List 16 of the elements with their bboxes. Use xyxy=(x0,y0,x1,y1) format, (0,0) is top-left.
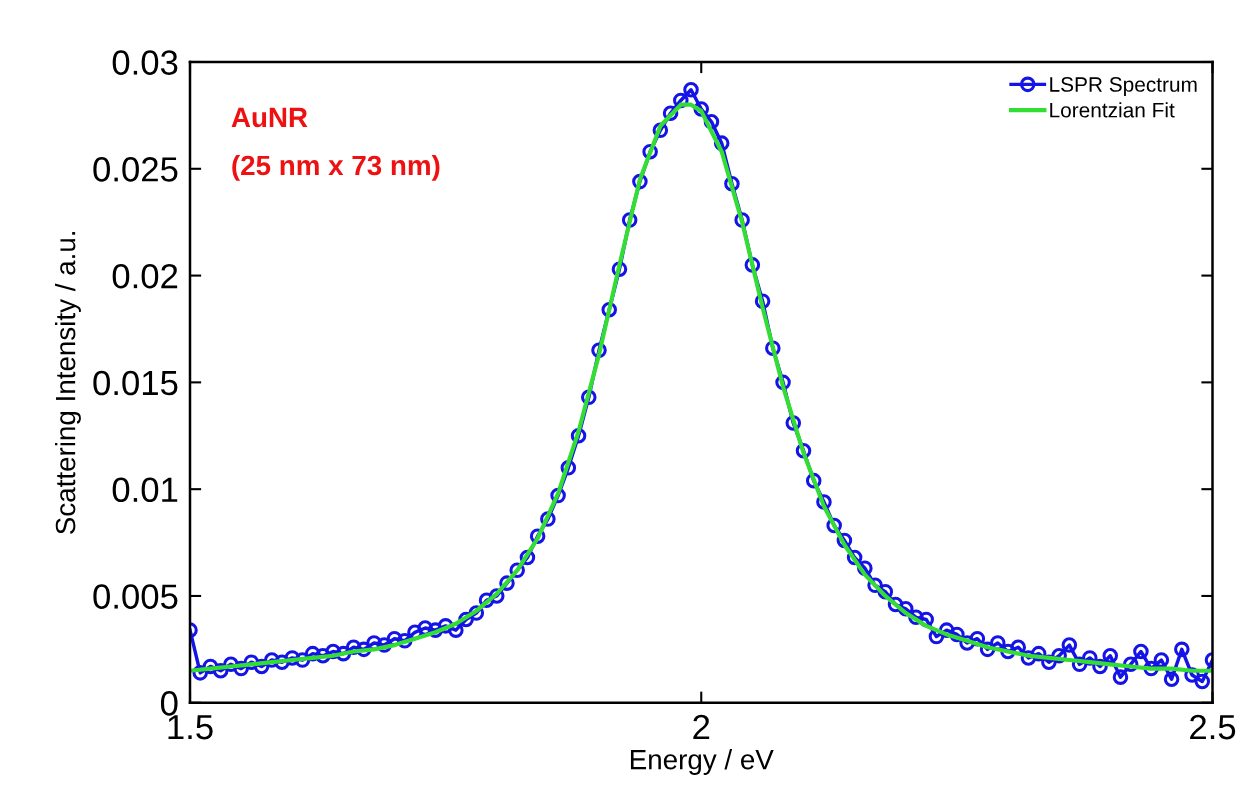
y-tick-label: 0.025 xyxy=(93,157,178,182)
x-tick-label: 2 xyxy=(693,714,710,740)
x-tick-label: 1.5 xyxy=(168,715,213,740)
y-tick-label: 0.01 xyxy=(112,477,178,503)
x-tick-label: 2.5 xyxy=(1190,714,1236,740)
y-tick-label: 0.005 xyxy=(93,584,178,609)
annotation: (25 nm x 73 nm) xyxy=(232,154,440,181)
x-axis-title: Energy / eV xyxy=(630,749,774,775)
annotation: AuNR xyxy=(231,107,308,128)
y-tick-label: 0.02 xyxy=(112,263,178,289)
legend-label: LSPR Spectrum xyxy=(1050,77,1197,96)
y-tick-label: 0.015 xyxy=(93,370,178,396)
y-axis-title: Scattering Intensity / a.u. xyxy=(55,232,81,534)
y-tick-label: 0 xyxy=(160,691,178,716)
legend-label: Lorentzian Fit xyxy=(1050,102,1175,118)
y-tick-label: 0.03 xyxy=(112,50,178,75)
